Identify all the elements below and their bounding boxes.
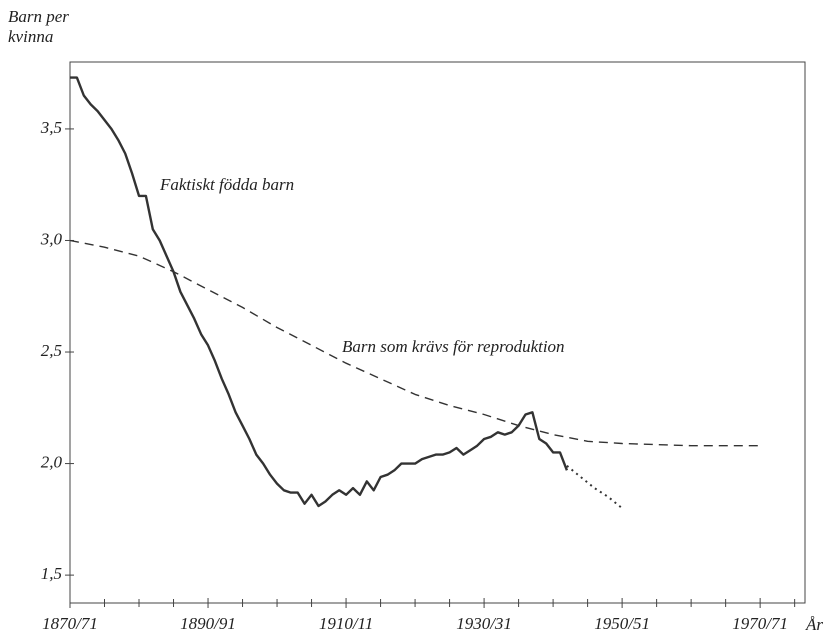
series-label: Faktiskt födda barn	[159, 175, 294, 194]
x-tick-label: 1870/71	[42, 614, 98, 633]
x-axis-label: År	[805, 615, 823, 634]
y-axis-label: Barn per	[8, 7, 69, 26]
x-tick-label: 1890/91	[180, 614, 236, 633]
line-series	[70, 76, 569, 508]
line-series	[566, 465, 623, 509]
x-tick-label: 1910/11	[319, 614, 373, 633]
line-series	[69, 239, 761, 447]
x-tick-label: 1970/71	[732, 614, 788, 633]
y-tick-label: 2,5	[41, 341, 62, 360]
plot-frame	[69, 61, 806, 604]
x-tick-label: 1950/51	[594, 614, 650, 633]
y-tick-label: 1,5	[41, 564, 62, 583]
y-tick-label: 2,0	[41, 452, 63, 471]
y-axis-label: kvinna	[8, 27, 53, 46]
y-tick-label: 3,5	[40, 118, 62, 137]
series-label: Barn som krävs för reproduktion	[342, 337, 565, 356]
y-tick-label: 3,0	[40, 229, 63, 248]
x-tick-label: 1930/31	[456, 614, 512, 633]
